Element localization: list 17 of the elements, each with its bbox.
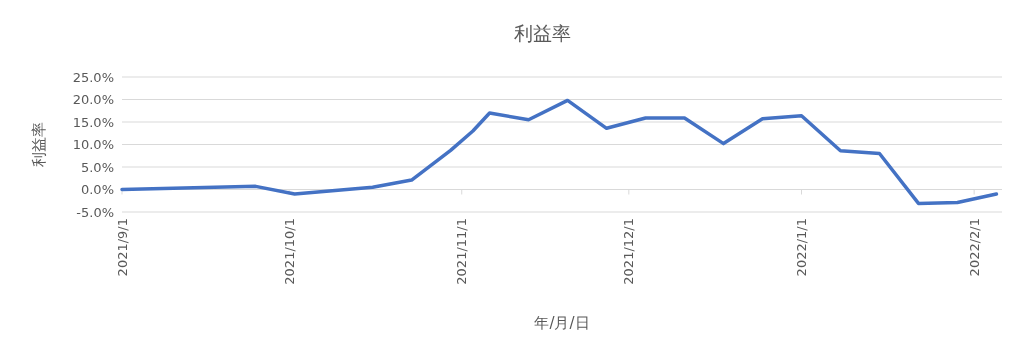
y-tick-label: 0.0% [80,182,114,197]
x-tick-label: 2021/9/1 [114,218,130,277]
y-tick-label: 10.0% [72,137,114,152]
y-tick-label: 15.0% [72,114,114,130]
chart-title: 利益率 [513,22,571,44]
y-tick-label: 25.0% [72,69,114,85]
y-axis-title: 利益率 [30,122,48,167]
line-series [120,98,999,206]
x-tick-label: 2021/12/1 [621,218,637,285]
x-tick-label: 2021/11/1 [454,218,470,285]
y-tick-label: 20.0% [72,92,114,107]
y-tick-label: 5.0% [80,159,114,175]
x-tick-label: 2022/2/1 [966,218,982,277]
y-tick-label: -5.0% [76,204,114,220]
x-axis-title: 年/月/日 [534,314,590,332]
x-tick-label: 2021/10/1 [281,218,297,285]
x-tick-label: 2022/1/1 [793,218,809,277]
